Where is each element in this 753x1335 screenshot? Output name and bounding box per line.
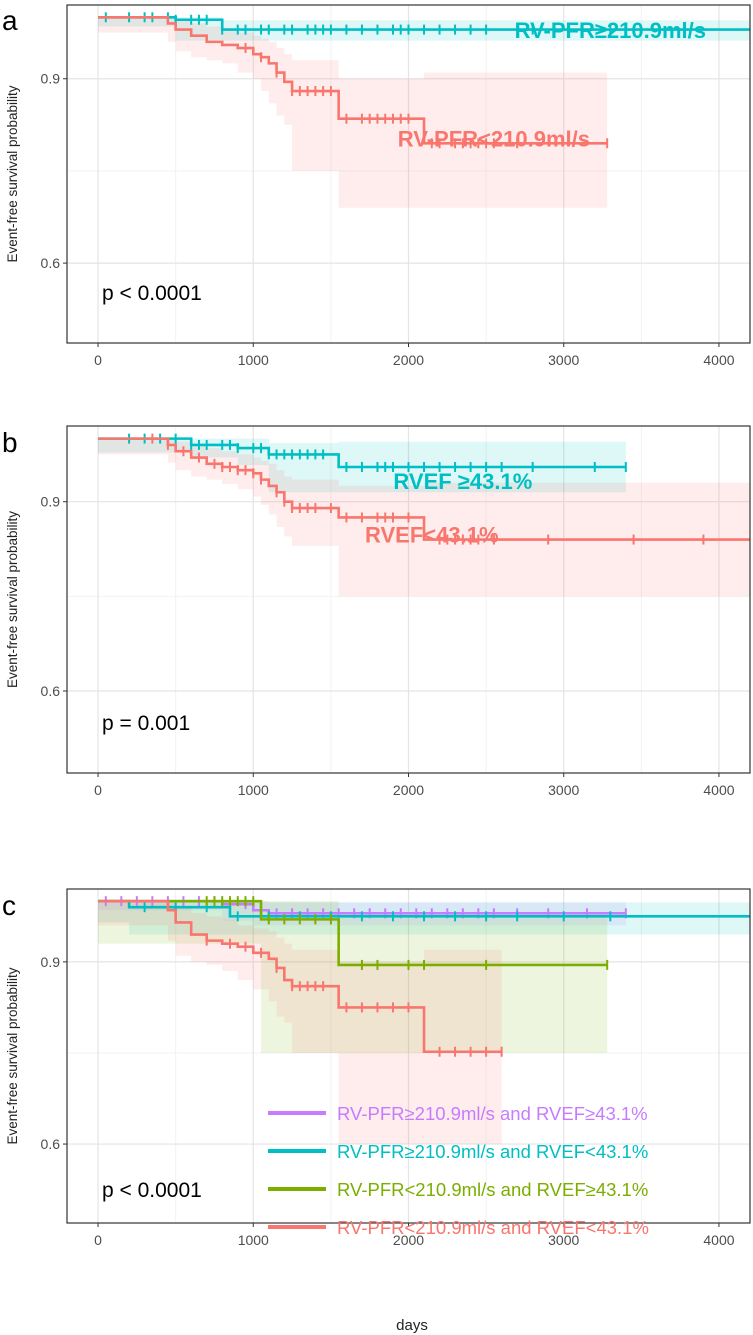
x-tick-label: 0 xyxy=(94,782,102,798)
x-tick-label: 1000 xyxy=(238,352,269,368)
legend: RV-PFR≥210.9ml/s and RVEF≥43.1% RV-PFR≥21… xyxy=(268,1103,649,1238)
x-tick-label: 3000 xyxy=(548,1232,579,1248)
y-tick-label: 0.6 xyxy=(41,1136,61,1152)
x-tick-label: 0 xyxy=(94,352,102,368)
p-value: p < 0.0001 xyxy=(102,1179,202,1202)
x-tick-label: 0 xyxy=(94,1232,102,1248)
p-value: p = 0.001 xyxy=(102,712,190,735)
p-value: p < 0.0001 xyxy=(102,282,202,305)
series-annotation: RV-PFR<210.9ml/s xyxy=(398,126,590,151)
legend-label: RV-PFR<210.9ml/s and RVEF≥43.1% xyxy=(337,1179,648,1200)
x-tick-label: 4000 xyxy=(703,1232,734,1248)
y-tick-label: 0.9 xyxy=(41,71,61,87)
panel-letter: c xyxy=(2,890,16,921)
series-annotation: RVEF ≥43.1% xyxy=(393,469,532,494)
censor-marks xyxy=(151,433,705,545)
x-tick-label: 1000 xyxy=(238,1232,269,1248)
panel-letter: a xyxy=(2,5,18,36)
ci-band xyxy=(98,17,608,208)
plot-area xyxy=(98,12,750,208)
legend-label: RV-PFR≥210.9ml/s and RVEF≥43.1% xyxy=(337,1103,648,1124)
legend-item: RV-PFR≥210.9ml/s and RVEF<43.1% xyxy=(268,1141,648,1162)
y-tick-label: 0.6 xyxy=(41,683,61,699)
legend-label: RV-PFR≥210.9ml/s and RVEF<43.1% xyxy=(337,1141,648,1162)
censor-marks xyxy=(244,43,609,149)
panel-c: 0 1000 2000 3000 4000 0.6 0.9 Event-free surviv… xyxy=(2,888,751,1248)
censor-marks xyxy=(205,896,609,970)
y-axis-label: Event-free survival probability xyxy=(5,511,20,688)
x-tick-label: 2000 xyxy=(393,1232,424,1248)
x-tick-label: 3000 xyxy=(548,782,579,798)
legend-item: RV-PFR<210.9ml/s and RVEF≥43.1% xyxy=(268,1179,648,1200)
ci-band xyxy=(98,901,502,1145)
panel-a: 0 1000 2000 3000 4000 0.6 0.9 Event-free surviv… xyxy=(2,4,751,368)
panels: 0 1000 2000 3000 4000 0.6 0.9 Event-free surviv… xyxy=(2,4,751,1248)
plot-area xyxy=(98,433,750,597)
legend-item: RV-PFR<210.9ml/s and RVEF<43.1% xyxy=(268,1217,649,1238)
ci-band xyxy=(98,901,608,1053)
x-axis-label: days xyxy=(396,1317,428,1334)
series-annotation: RVEF<43.1% xyxy=(365,523,499,548)
y-axis-label: Event-free survival probability xyxy=(5,85,20,262)
plot-area xyxy=(98,896,750,1145)
y-axis-label: Event-free survival probability xyxy=(5,967,20,1144)
panel-letter: b xyxy=(2,427,18,458)
series-annotation: RV-PFR≥210.9ml/s xyxy=(515,18,706,43)
legend-item: RV-PFR≥210.9ml/s and RVEF≥43.1% xyxy=(268,1103,648,1124)
censor-marks xyxy=(205,935,503,1057)
y-tick-label: 0.9 xyxy=(41,954,61,970)
panel-b: 0 1000 2000 3000 4000 0.6 0.9 Event-free surviv… xyxy=(2,425,751,798)
x-tick-label: 3000 xyxy=(548,352,579,368)
censor-marks xyxy=(128,433,627,473)
legend-label: RV-PFR<210.9ml/s and RVEF<43.1% xyxy=(337,1217,649,1238)
x-tick-label: 1000 xyxy=(238,782,269,798)
y-tick-label: 0.9 xyxy=(41,494,61,510)
x-tick-label: 4000 xyxy=(703,352,734,368)
x-tick-label: 2000 xyxy=(393,782,424,798)
x-tick-label: 2000 xyxy=(393,352,424,368)
x-tick-label: 4000 xyxy=(703,782,734,798)
y-tick-label: 0.6 xyxy=(41,255,61,271)
